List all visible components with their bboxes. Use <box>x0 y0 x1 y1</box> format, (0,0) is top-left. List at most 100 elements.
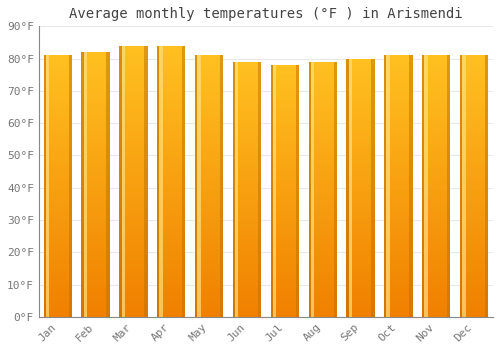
Bar <box>233 279 261 281</box>
Bar <box>119 197 148 200</box>
Bar <box>270 198 299 201</box>
Bar <box>233 123 261 126</box>
Bar <box>384 121 412 123</box>
Bar <box>82 245 110 248</box>
Bar <box>422 74 450 76</box>
Bar <box>233 159 261 161</box>
Bar <box>270 292 299 294</box>
Bar <box>157 189 186 192</box>
Bar <box>460 144 488 147</box>
Bar <box>195 275 224 278</box>
Bar <box>346 268 375 270</box>
Bar <box>422 233 450 236</box>
Bar <box>308 263 337 266</box>
Bar <box>195 210 224 212</box>
Bar <box>157 165 186 168</box>
Bar <box>308 159 337 161</box>
Bar <box>82 198 110 200</box>
Bar <box>195 87 224 89</box>
Bar <box>308 172 337 174</box>
Bar <box>384 189 412 191</box>
Bar <box>422 220 450 223</box>
Bar <box>157 81 186 84</box>
Bar <box>195 191 224 194</box>
Bar <box>308 312 337 314</box>
Bar <box>270 219 299 221</box>
Bar <box>119 81 148 84</box>
Bar <box>119 76 148 78</box>
Bar <box>233 225 261 228</box>
Bar <box>346 116 375 118</box>
Bar <box>44 116 72 118</box>
Bar <box>233 120 261 123</box>
Bar <box>157 271 186 273</box>
Bar <box>44 249 72 251</box>
Bar <box>157 146 186 149</box>
Bar <box>82 65 110 68</box>
Bar <box>44 189 72 191</box>
Bar <box>233 212 261 215</box>
Bar <box>422 160 450 162</box>
Bar <box>82 240 110 243</box>
Bar <box>460 149 488 152</box>
Bar <box>346 216 375 219</box>
Bar <box>157 138 186 141</box>
Bar <box>422 58 450 61</box>
Bar <box>422 225 450 228</box>
Bar <box>195 215 224 217</box>
Bar <box>384 134 412 136</box>
Bar <box>195 103 224 105</box>
Bar <box>44 178 72 181</box>
Bar <box>119 113 148 116</box>
Bar <box>157 187 186 189</box>
Bar <box>308 110 337 113</box>
Bar <box>157 152 186 154</box>
Bar <box>346 203 375 206</box>
Bar <box>308 279 337 281</box>
Bar <box>44 160 72 162</box>
Bar <box>384 128 412 131</box>
Bar <box>157 244 186 246</box>
Bar <box>422 118 450 121</box>
Bar <box>384 207 412 210</box>
Bar <box>82 306 110 309</box>
Bar <box>233 276 261 279</box>
Bar <box>270 203 299 206</box>
Bar <box>195 68 224 71</box>
Bar <box>119 287 148 290</box>
Bar <box>82 261 110 264</box>
Bar <box>82 105 110 108</box>
Bar <box>346 74 375 77</box>
Bar <box>384 270 412 272</box>
Bar <box>460 197 488 199</box>
Bar <box>308 62 337 64</box>
Bar <box>157 262 186 265</box>
Bar <box>233 235 261 238</box>
Bar <box>460 89 488 92</box>
Bar <box>422 82 450 84</box>
Bar <box>82 158 110 161</box>
Bar <box>372 58 375 317</box>
Bar <box>157 94 186 97</box>
Bar <box>106 52 110 317</box>
Bar <box>384 157 412 160</box>
Bar <box>270 141 299 143</box>
Bar <box>157 105 186 108</box>
Bar <box>44 207 72 210</box>
Bar <box>460 131 488 134</box>
Bar <box>82 251 110 253</box>
Bar <box>82 166 110 169</box>
Bar <box>157 260 186 262</box>
Bar <box>233 243 261 245</box>
Bar <box>157 303 186 306</box>
Bar <box>422 306 450 309</box>
Bar <box>308 230 337 233</box>
Bar <box>422 181 450 183</box>
Bar <box>44 231 72 233</box>
Bar <box>422 212 450 215</box>
Bar <box>384 126 412 128</box>
Bar <box>119 222 148 225</box>
Bar <box>82 195 110 198</box>
Bar <box>119 84 148 86</box>
Bar <box>157 113 186 116</box>
